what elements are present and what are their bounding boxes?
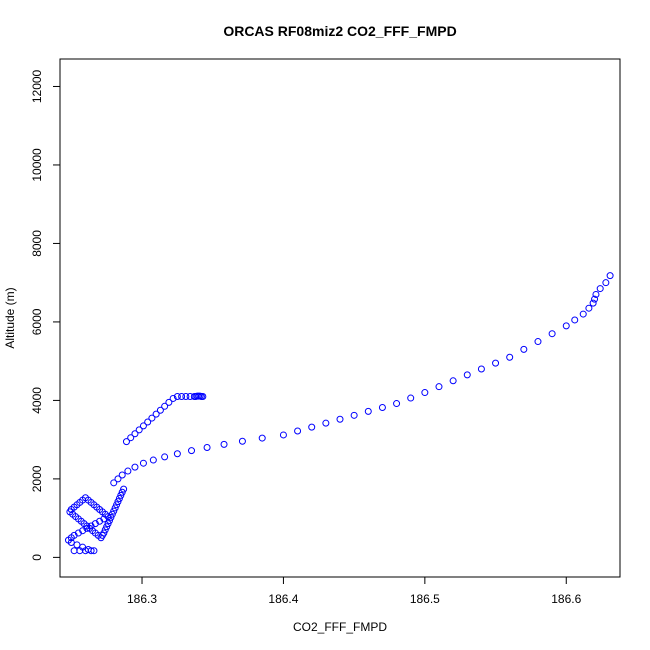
data-point <box>585 304 593 312</box>
data-point <box>579 310 587 318</box>
data-point <box>149 456 157 464</box>
x-tick-label: 186.4 <box>268 592 298 606</box>
data-point <box>378 403 386 411</box>
data-point <box>104 520 112 528</box>
data-point <box>113 501 121 509</box>
plot-frame <box>59 58 621 578</box>
data-point <box>336 415 344 423</box>
data-point <box>165 398 173 406</box>
x-tick-label: 186.5 <box>410 592 440 606</box>
data-point <box>110 479 118 487</box>
y-axis-label: Altitude (m) <box>3 287 17 348</box>
data-points <box>64 272 614 555</box>
data-point <box>188 447 196 455</box>
data-point <box>100 529 108 537</box>
data-point <box>562 322 570 330</box>
data-point <box>107 513 115 521</box>
data-point <box>101 526 109 534</box>
chart-title: ORCAS RF08miz2 CO2_FFF_FMPD <box>223 23 456 39</box>
data-point <box>127 434 135 442</box>
y-tick-label: 10000 <box>30 148 44 182</box>
data-point <box>169 394 177 402</box>
y-tick-label: 8000 <box>30 230 44 257</box>
data-point <box>103 523 111 531</box>
data-point <box>602 279 610 287</box>
data-point <box>308 423 316 431</box>
data-point <box>139 459 147 467</box>
data-point <box>114 498 122 506</box>
y-tick-label: 4000 <box>30 387 44 414</box>
data-point <box>606 272 614 280</box>
data-point <box>135 426 143 434</box>
data-point <box>117 491 125 499</box>
x-axis: 186.3 186.4 186.5 186.6 <box>127 576 582 606</box>
data-point <box>122 438 130 446</box>
data-point <box>161 402 169 410</box>
data-point <box>144 418 152 426</box>
data-point <box>294 427 302 435</box>
data-point <box>492 359 500 367</box>
data-point <box>173 392 181 400</box>
data-point <box>520 345 528 353</box>
data-point <box>131 463 139 471</box>
y-tick-label: 6000 <box>30 308 44 335</box>
data-point <box>178 392 186 400</box>
data-point <box>105 516 113 524</box>
data-point <box>477 365 485 373</box>
data-point <box>506 353 514 361</box>
data-point <box>111 504 119 512</box>
data-point <box>161 453 169 461</box>
data-point <box>118 488 126 496</box>
data-point <box>156 406 164 414</box>
data-point <box>110 507 118 515</box>
data-point <box>73 541 81 549</box>
data-point <box>596 285 604 293</box>
data-point <box>463 371 471 379</box>
data-point <box>173 450 181 458</box>
data-point <box>148 414 156 422</box>
data-point <box>238 437 246 445</box>
data-point <box>322 419 330 427</box>
x-axis-label: CO2_FFF_FMPD <box>293 620 387 634</box>
data-point <box>120 485 128 493</box>
y-tick-label: 12000 <box>30 69 44 103</box>
y-tick-label: 2000 <box>30 465 44 492</box>
data-point <box>548 330 556 338</box>
data-point <box>79 543 87 551</box>
data-point <box>199 392 207 400</box>
data-point <box>258 434 266 442</box>
data-point <box>421 389 429 397</box>
data-point <box>152 410 160 418</box>
data-point <box>182 392 190 400</box>
y-tick-label: 0 <box>30 554 44 561</box>
data-point <box>124 467 132 475</box>
data-point <box>220 440 228 448</box>
x-tick-label: 186.6 <box>551 592 581 606</box>
data-point <box>279 431 287 439</box>
y-axis: 0 2000 4000 6000 8000 10000 12000 <box>30 69 61 561</box>
data-point <box>591 295 599 303</box>
x-tick-label: 186.3 <box>127 592 157 606</box>
data-point <box>435 383 443 391</box>
data-point <box>350 411 358 419</box>
data-point <box>364 407 372 415</box>
data-point <box>393 400 401 408</box>
data-point <box>114 475 122 483</box>
data-point <box>571 316 579 324</box>
data-point <box>84 546 92 554</box>
data-point <box>108 510 116 518</box>
data-point <box>407 394 415 402</box>
data-point <box>449 377 457 385</box>
data-point <box>115 495 123 503</box>
data-point <box>203 444 211 451</box>
data-point <box>534 338 542 346</box>
data-point <box>139 422 147 430</box>
data-point <box>592 290 600 298</box>
data-point <box>589 299 597 307</box>
data-point <box>70 547 78 555</box>
data-point <box>131 430 139 438</box>
data-point <box>118 471 126 479</box>
